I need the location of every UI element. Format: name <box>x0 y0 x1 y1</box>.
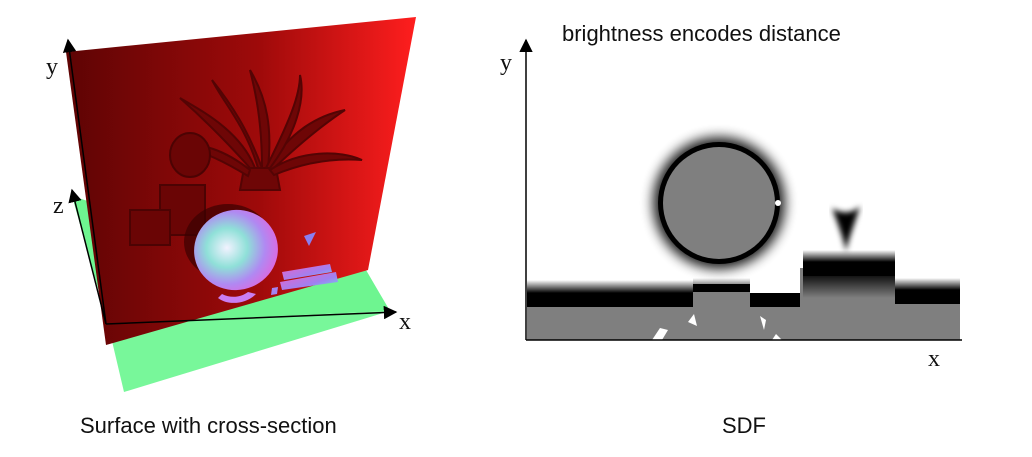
floor-front-strip <box>108 311 390 392</box>
block-surface <box>280 264 338 290</box>
cone-sdf <box>832 206 860 252</box>
z-axis <box>68 188 107 325</box>
cone-surface <box>304 232 316 246</box>
left-caption: Surface with cross-section <box>80 413 337 438</box>
z-axis-label: z <box>53 193 64 219</box>
sdf-y-axis-label: y <box>500 50 512 76</box>
sphere-sdf <box>653 137 785 269</box>
sphere-slice <box>218 292 256 303</box>
block-boundary <box>803 262 895 276</box>
sphere-surface <box>194 209 278 291</box>
y-axis <box>62 38 107 325</box>
x-axis-label: x <box>399 309 411 335</box>
right-caption: SDF <box>722 413 766 438</box>
small-slice <box>271 287 278 295</box>
x-axis <box>105 305 398 325</box>
left-panel-3d-view: x y z <box>46 17 416 392</box>
plant-silhouette <box>177 69 363 191</box>
right-panel-sdf: x y <box>500 38 962 372</box>
sdf-title: brightness encodes distance <box>562 21 841 46</box>
sdf-x-axis-label: x <box>928 346 940 372</box>
ground-boundary <box>527 293 693 307</box>
y-axis-label: y <box>46 54 58 80</box>
